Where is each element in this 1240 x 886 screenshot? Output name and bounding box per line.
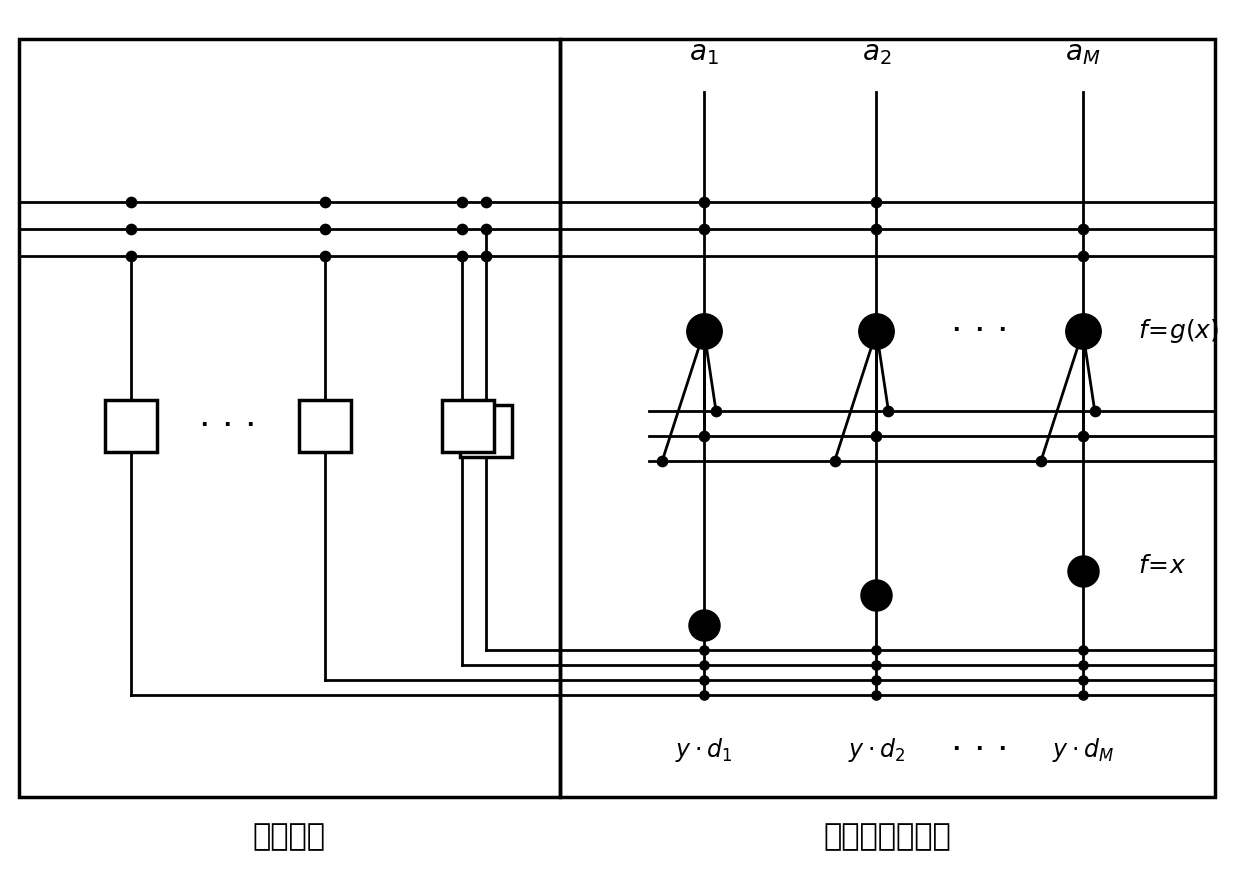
- Point: [878, 404, 898, 418]
- Point: [476, 222, 496, 236]
- Text: $a_M$: $a_M$: [1065, 39, 1100, 67]
- Point: [122, 195, 141, 209]
- Point: [451, 222, 471, 236]
- Bar: [441, 400, 494, 452]
- Text: $a_1$: $a_1$: [689, 39, 719, 67]
- Point: [315, 222, 335, 236]
- Point: [867, 658, 887, 672]
- Point: [315, 195, 335, 209]
- Bar: [299, 400, 351, 452]
- Point: [867, 324, 887, 338]
- Point: [1073, 563, 1092, 578]
- Point: [694, 429, 714, 443]
- Text: $y \cdot d_1$: $y \cdot d_1$: [676, 736, 733, 764]
- Point: [451, 249, 471, 263]
- Point: [1030, 454, 1050, 468]
- Point: [1073, 222, 1092, 236]
- Text: · · ·: · · ·: [200, 409, 257, 443]
- Point: [1085, 404, 1105, 418]
- Point: [694, 618, 714, 633]
- Text: $f\!=\!x$: $f\!=\!x$: [1137, 554, 1185, 578]
- Text: $y \cdot d_M$: $y \cdot d_M$: [1052, 736, 1114, 764]
- Point: [1073, 673, 1092, 688]
- Point: [694, 324, 714, 338]
- Point: [694, 673, 714, 688]
- Bar: [460, 405, 512, 457]
- Text: $a_2$: $a_2$: [862, 39, 892, 67]
- Text: 全连接建模模块: 全连接建模模块: [823, 822, 951, 851]
- Text: · · ·: · · ·: [951, 733, 1008, 767]
- Point: [867, 222, 887, 236]
- Point: [867, 195, 887, 209]
- Point: [867, 643, 887, 657]
- Point: [122, 222, 141, 236]
- Point: [1073, 324, 1092, 338]
- Point: [1073, 658, 1092, 672]
- Text: 反馈通路: 反馈通路: [253, 822, 326, 851]
- Point: [652, 454, 672, 468]
- Bar: [20, 39, 559, 797]
- Point: [867, 588, 887, 602]
- Bar: [105, 400, 157, 452]
- Point: [476, 195, 496, 209]
- Text: $f\!=\!g(x)$: $f\!=\!g(x)$: [1137, 317, 1219, 346]
- Point: [694, 195, 714, 209]
- Point: [1073, 249, 1092, 263]
- Point: [867, 688, 887, 703]
- Point: [694, 658, 714, 672]
- Point: [451, 195, 471, 209]
- Point: [1073, 688, 1092, 703]
- Point: [867, 673, 887, 688]
- Point: [825, 454, 844, 468]
- Point: [694, 643, 714, 657]
- Bar: [559, 39, 1215, 797]
- Text: · · ·: · · ·: [951, 315, 1008, 348]
- Point: [476, 249, 496, 263]
- Point: [122, 249, 141, 263]
- Point: [867, 429, 887, 443]
- Point: [315, 249, 335, 263]
- Point: [694, 222, 714, 236]
- Point: [706, 404, 725, 418]
- Text: $y \cdot d_2$: $y \cdot d_2$: [848, 736, 905, 764]
- Point: [1073, 643, 1092, 657]
- Point: [694, 688, 714, 703]
- Point: [1073, 429, 1092, 443]
